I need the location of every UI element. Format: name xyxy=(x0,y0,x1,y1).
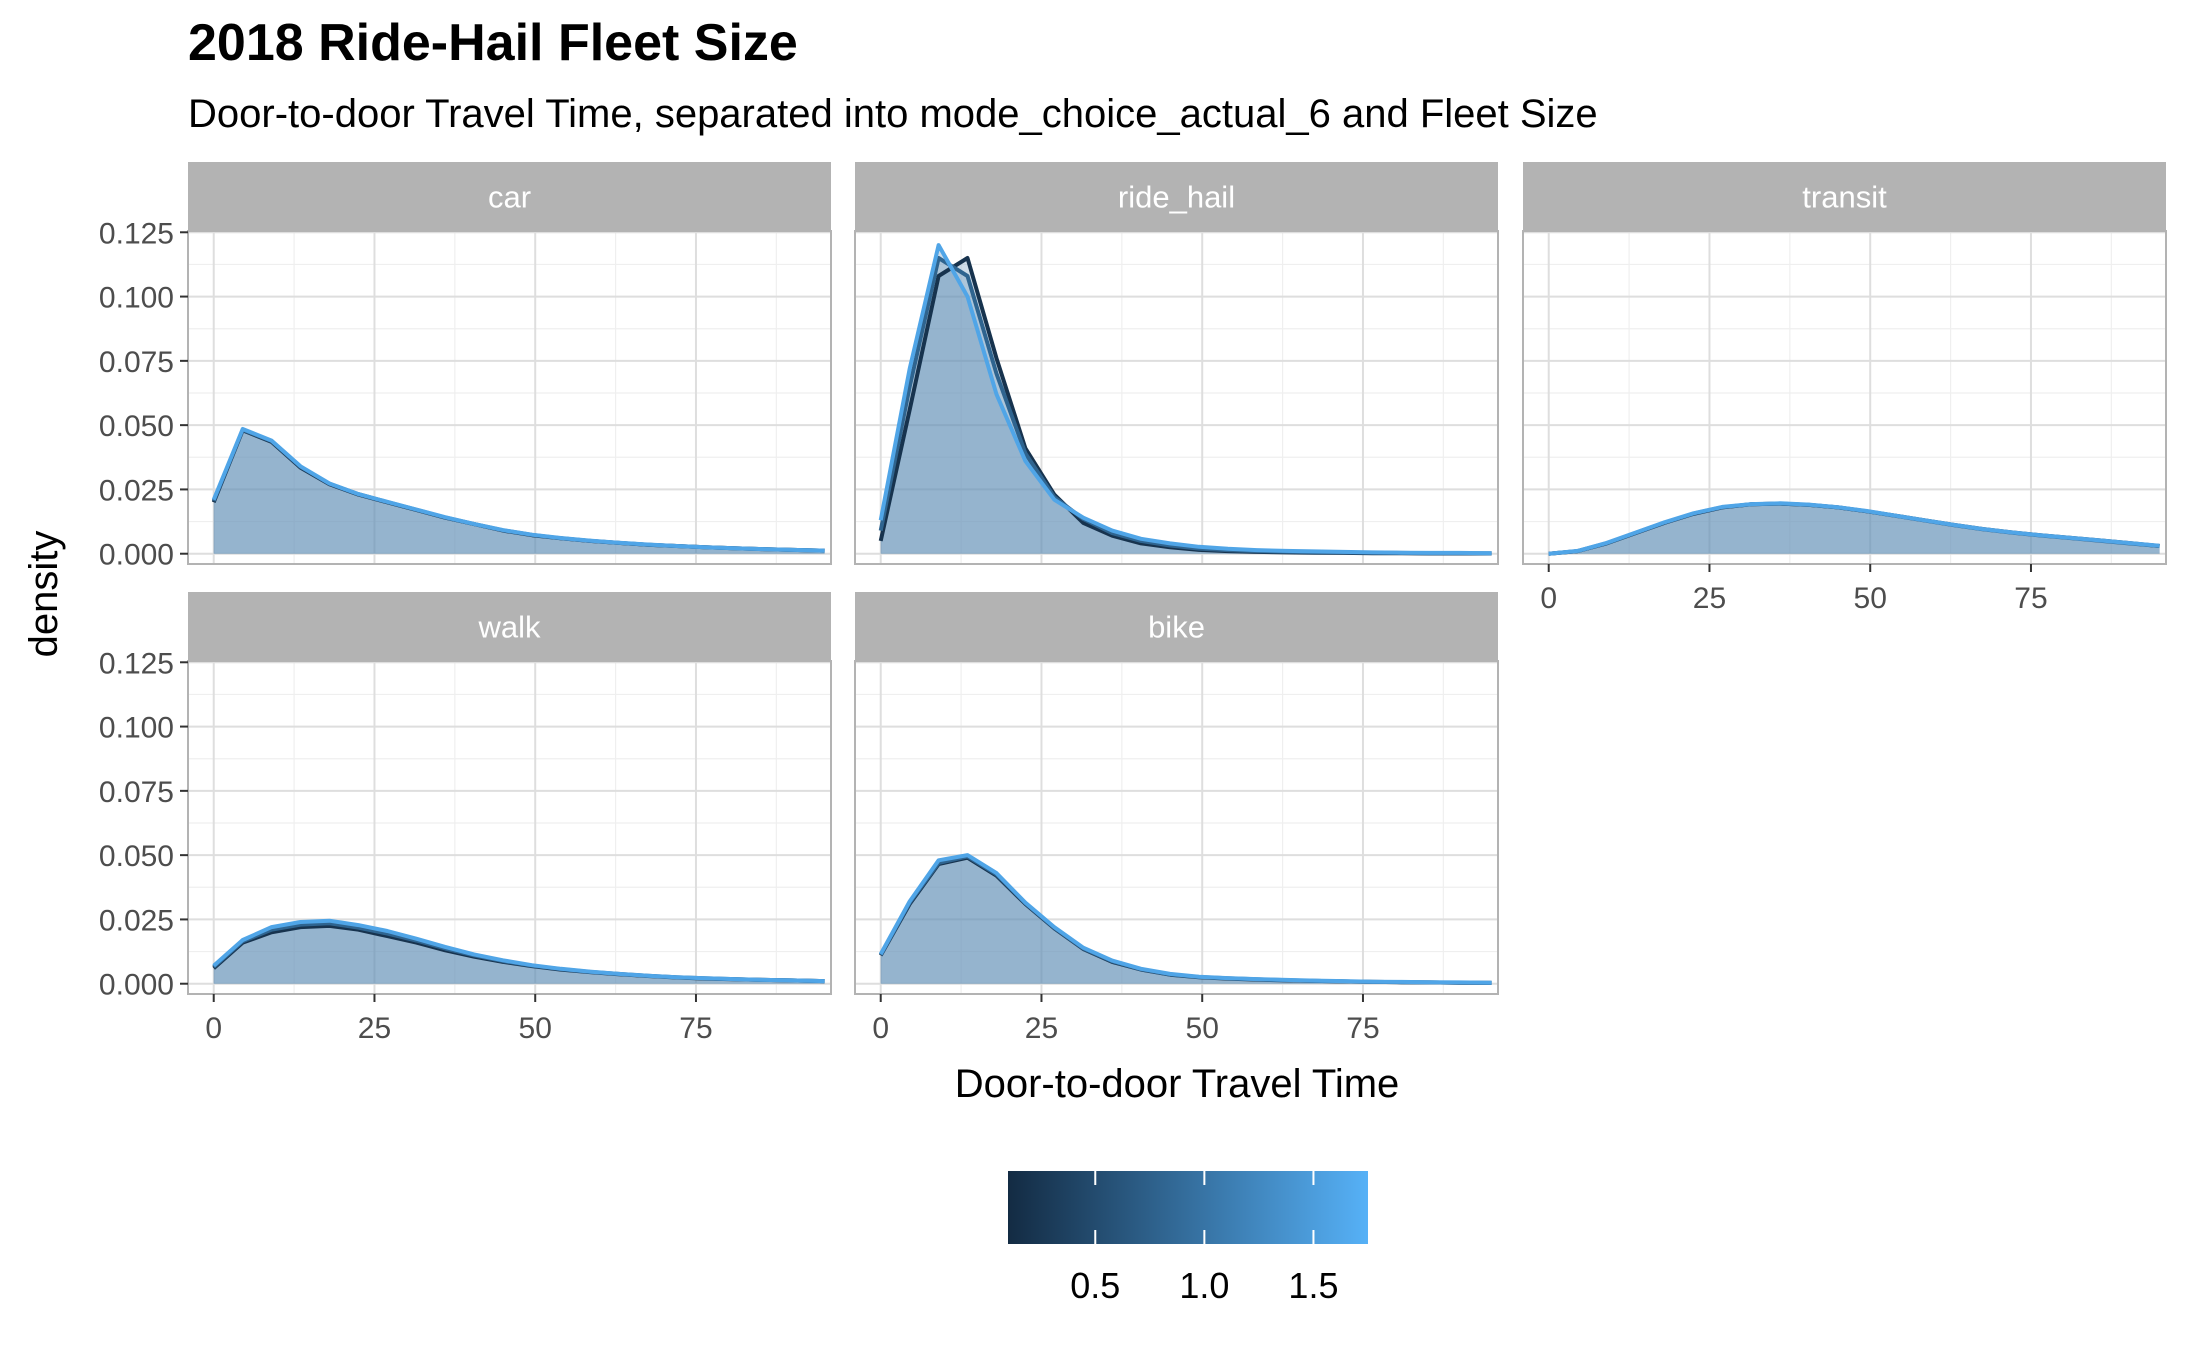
y-tick-label: 0.075 xyxy=(99,346,174,379)
legend: 0.5 1.0 1.5 xyxy=(1008,1171,1368,1306)
density-area xyxy=(880,258,1492,554)
y-tick-label: 0.075 xyxy=(99,776,174,809)
chart-subtitle: Door-to-door Travel Time, separated into… xyxy=(188,92,1598,136)
density-line xyxy=(211,427,825,553)
facet-ride-hail: ride_hail xyxy=(854,162,1499,565)
density-area xyxy=(213,925,825,984)
density-area xyxy=(880,855,1492,984)
facet-strip-label: bike xyxy=(1148,610,1205,645)
x-tick-label: 25 xyxy=(1025,1012,1058,1045)
facet-strip xyxy=(855,162,1498,231)
density-area xyxy=(213,430,825,554)
facet-strip-label: car xyxy=(488,180,531,215)
x-tick-label: 75 xyxy=(2014,582,2047,615)
facet-transit: transit 0 25 50 75 xyxy=(1522,162,2167,615)
x-axis-title: Door-to-door Travel Time xyxy=(955,1062,1400,1106)
density-area xyxy=(880,258,1492,554)
y-tick-label: 0.050 xyxy=(99,410,174,443)
gridlines xyxy=(188,231,831,564)
density-area xyxy=(880,857,1492,984)
density-area xyxy=(880,245,1492,554)
legend-tick-label: 0.5 xyxy=(1070,1265,1120,1306)
x-tick-label: 0 xyxy=(1540,582,1557,615)
y-tick-label: 0.100 xyxy=(99,282,174,315)
density-area xyxy=(1548,503,2160,554)
gridlines xyxy=(188,661,831,994)
y-tick-label: 0.025 xyxy=(99,474,174,507)
facet-bike: bike 0 25 50 75 xyxy=(854,592,1499,1045)
facet-panels: car 0.000 0.025 0.050 0.075 0.100 0.125 ride_ha… xyxy=(99,162,2167,1045)
x-tick-label: 75 xyxy=(679,1012,712,1045)
x-tick-label: 0 xyxy=(872,1012,889,1045)
facet-strip xyxy=(188,162,831,231)
chart-title: 2018 Ride-Hail Fleet Size xyxy=(188,14,798,72)
y-tick-label: 0.050 xyxy=(99,840,174,873)
facet-strip-label: ride_hail xyxy=(1118,180,1235,215)
density-line xyxy=(1548,501,2160,556)
panel-border xyxy=(1522,230,2167,565)
density-area xyxy=(880,856,1492,984)
y-tick-label: 0.125 xyxy=(99,217,174,250)
legend-ticks: 0.5 1.0 1.5 xyxy=(1070,1171,1338,1306)
x-tick-label: 25 xyxy=(358,1012,391,1045)
x-tick-label: 50 xyxy=(519,1012,552,1045)
y-tick-label: 0.100 xyxy=(99,712,174,745)
density-line xyxy=(878,853,1492,985)
gridlines xyxy=(855,661,1498,994)
y-tick-label: 0.025 xyxy=(99,904,174,937)
y-tick-label: 0.125 xyxy=(99,647,174,680)
density-area xyxy=(1548,503,2160,554)
x-tick-label: 75 xyxy=(1346,1012,1379,1045)
y-tick-label: 0.000 xyxy=(99,969,174,1002)
x-tick-label: 50 xyxy=(1854,582,1887,615)
panel-border xyxy=(854,660,1499,995)
panel-border xyxy=(187,660,832,995)
panel-border xyxy=(187,230,832,565)
facet-strip xyxy=(855,592,1498,661)
x-tick-label: 25 xyxy=(1693,582,1726,615)
legend-tick-label: 1.5 xyxy=(1288,1265,1338,1306)
legend-tick-label: 1.0 xyxy=(1179,1265,1229,1306)
density-area xyxy=(1548,503,2160,554)
x-tick-label: 0 xyxy=(205,1012,222,1045)
legend-colorbar xyxy=(1008,1171,1368,1244)
density-line xyxy=(878,243,1492,556)
facet-walk: walk 0.000 0.025 0.050 0.075 0.100 0.125 0 25 50 7… xyxy=(99,592,832,1045)
facet-car: car 0.000 0.025 0.050 0.075 0.100 0.125 xyxy=(99,162,832,572)
facet-strip-label: walk xyxy=(477,610,541,645)
facet-strip xyxy=(1523,162,2166,231)
facet-strip-label: transit xyxy=(1802,180,1887,215)
density-area xyxy=(213,923,825,984)
y-tick-label: 0.000 xyxy=(99,539,174,572)
density-line xyxy=(212,918,825,984)
x-tick-label: 50 xyxy=(1186,1012,1219,1045)
facet-strip xyxy=(188,592,831,661)
y-axis-title: density xyxy=(22,531,66,658)
density-area xyxy=(213,429,825,554)
panel-border xyxy=(854,230,1499,565)
density-area xyxy=(213,920,825,984)
density-area xyxy=(213,429,825,554)
